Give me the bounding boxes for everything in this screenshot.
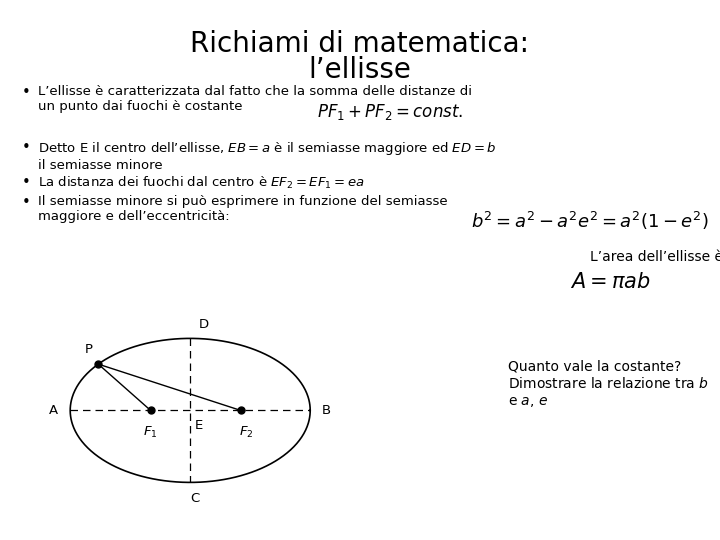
Text: La distanza dei fuochi dal centro è $EF_2=EF_1=ea$: La distanza dei fuochi dal centro è $EF_… [38, 175, 365, 191]
Text: Detto E il centro dell’ellisse, $EB=a$ è il semiasse maggiore ed $ED=b$
il semia: Detto E il centro dell’ellisse, $EB=a$ è… [38, 140, 497, 172]
Text: $PF_1 + PF_2 = const.$: $PF_1 + PF_2 = const.$ [317, 102, 463, 122]
Text: C: C [190, 492, 199, 505]
Text: •: • [22, 175, 31, 190]
Text: L’area dell’ellisse è: L’area dell’ellisse è [590, 250, 720, 264]
Text: $F_1$: $F_1$ [143, 425, 158, 440]
Text: •: • [22, 195, 31, 210]
Text: $F_2$: $F_2$ [239, 425, 254, 440]
Text: P: P [84, 343, 92, 356]
Text: A: A [49, 404, 58, 417]
Text: Richiami di matematica:: Richiami di matematica: [191, 30, 529, 58]
Text: $A = \pi ab$: $A = \pi ab$ [570, 272, 650, 292]
Text: D: D [199, 318, 209, 331]
Text: B: B [323, 404, 331, 417]
Text: L’ellisse è caratterizzata dal fatto che la somma delle distanze di
un punto dai: L’ellisse è caratterizzata dal fatto che… [38, 85, 472, 113]
Text: $b^2 = a^2 - a^2e^2 = a^2\left(1-e^2\right)$: $b^2 = a^2 - a^2e^2 = a^2\left(1-e^2\rig… [471, 210, 708, 232]
Text: E: E [195, 419, 203, 432]
Text: •: • [22, 140, 31, 155]
Text: Quanto vale la costante?
Dimostrare la relazione tra $b$
e $a$, $e$: Quanto vale la costante? Dimostrare la r… [508, 360, 709, 409]
Text: Il semiasse minore si può esprimere in funzione del semiasse
maggiore e dell’ecc: Il semiasse minore si può esprimere in f… [38, 195, 448, 223]
Text: l’ellisse: l’ellisse [309, 56, 411, 84]
Text: •: • [22, 85, 31, 100]
